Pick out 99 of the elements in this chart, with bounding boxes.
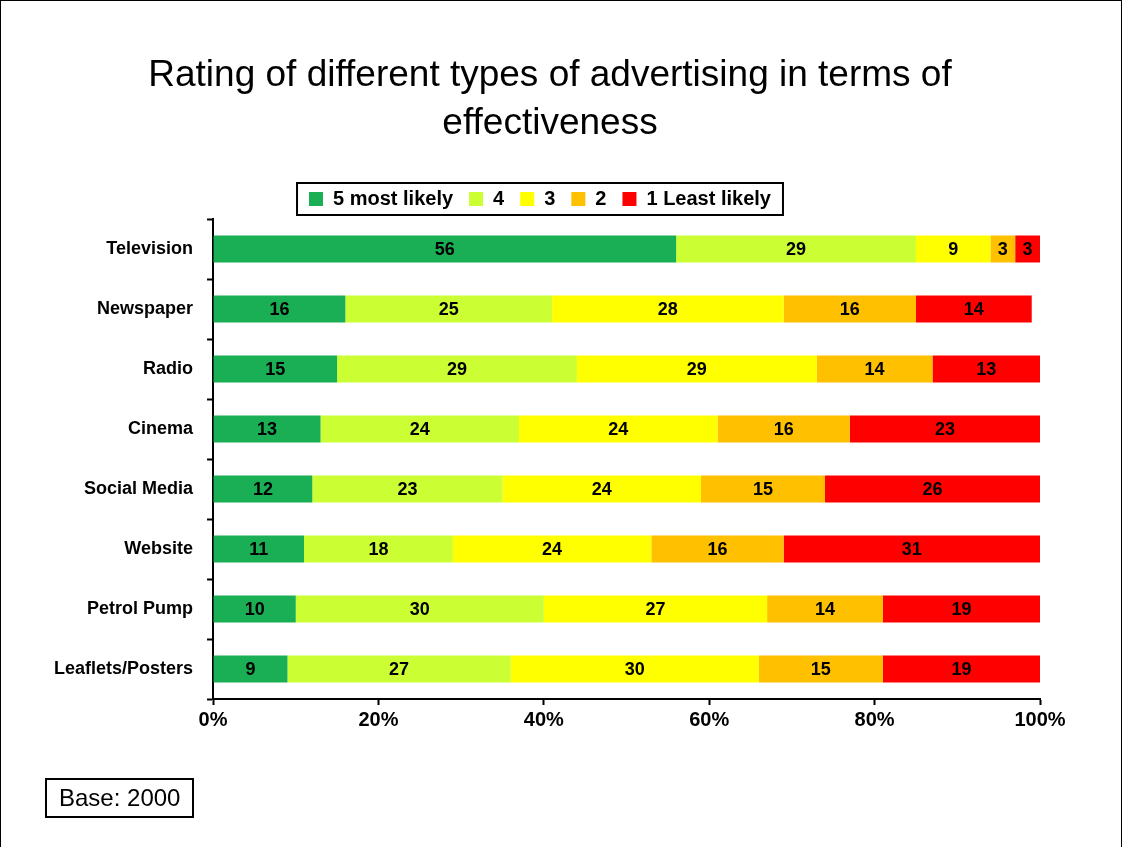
data-label: 24	[591, 478, 612, 499]
bar	[295, 595, 544, 623]
data-label: 15	[752, 478, 773, 499]
data-label: 15	[265, 358, 286, 379]
y-tick-label: Website	[124, 537, 194, 558]
data-label: 18	[368, 538, 389, 559]
data-label: 13	[976, 358, 997, 379]
y-tick-label: Leaflets/Posters	[54, 657, 194, 678]
data-label: 19	[951, 658, 972, 679]
x-tick-label: 60%	[689, 707, 730, 730]
bar	[932, 355, 1040, 383]
data-label: 12	[252, 478, 273, 499]
bar	[783, 535, 1040, 563]
data-label: 13	[257, 418, 278, 439]
data-label: 29	[686, 358, 707, 379]
bar	[452, 535, 652, 563]
bar	[651, 535, 784, 563]
bar	[337, 355, 577, 383]
data-label: 24	[542, 538, 563, 559]
data-label: 25	[438, 298, 459, 319]
bar	[717, 415, 850, 443]
bar	[758, 655, 883, 683]
bar	[213, 655, 288, 683]
data-label: 23	[934, 418, 955, 439]
data-label: 16	[839, 298, 860, 319]
y-tick-label: Radio	[143, 357, 194, 378]
y-tick-label: Social Media	[84, 477, 195, 498]
bar	[700, 475, 825, 503]
bar	[767, 595, 883, 623]
text: Base: 2000	[45, 778, 195, 818]
data-label: 14	[814, 598, 836, 619]
data-label: 3	[997, 238, 1008, 259]
data-label: 3	[1022, 238, 1033, 259]
legend-label: 2	[595, 186, 607, 209]
data-label: 30	[409, 598, 430, 619]
bar	[519, 415, 718, 443]
data-label: 9	[948, 238, 959, 259]
data-label: 56	[434, 238, 455, 259]
bar	[915, 295, 1032, 323]
bar	[676, 235, 916, 263]
bar	[304, 535, 453, 563]
bar	[213, 535, 305, 563]
data-label: 14	[963, 298, 984, 319]
x-tick-label: 20%	[358, 707, 399, 730]
data-label: 27	[645, 598, 666, 619]
chart-title: Rating of different types of advertising in terms of effectiveness	[147, 52, 953, 144]
data-label: 31	[901, 538, 922, 559]
bar	[816, 355, 933, 383]
bar	[783, 295, 916, 323]
bar	[915, 235, 991, 263]
data-label: 30	[624, 658, 645, 679]
data-label: 24	[409, 418, 430, 439]
y-tick-label: Television	[106, 237, 194, 258]
bar	[825, 475, 1040, 503]
legend-label: 1 Least likely	[646, 186, 772, 209]
bar	[213, 295, 346, 323]
data-label: 27	[389, 658, 410, 679]
data-label: 29	[786, 238, 807, 259]
x-tick-label: 80%	[854, 707, 895, 730]
y-tick-label: Newspaper	[97, 297, 194, 318]
y-tick-label: Petrol Pump	[87, 597, 194, 618]
data-label: 24	[608, 418, 629, 439]
bar	[576, 355, 817, 383]
bar	[543, 595, 768, 623]
data-label: 23	[397, 478, 418, 499]
x-tick-label: 0%	[198, 707, 228, 730]
bar	[882, 655, 1040, 683]
data-label: 15	[810, 658, 831, 679]
data-label: 19	[951, 598, 972, 619]
bar	[213, 475, 313, 503]
bar	[213, 595, 296, 623]
data-label: 16	[707, 538, 728, 559]
data-label: 14	[864, 358, 885, 379]
data-label: 11	[249, 538, 269, 559]
bar	[213, 235, 677, 263]
x-tick-label: 40%	[523, 707, 565, 730]
bar	[213, 415, 321, 443]
y-tick-label: Cinema	[128, 417, 195, 438]
data-label: 26	[922, 478, 943, 499]
bar	[320, 415, 520, 443]
legend-label: 5 most likely	[333, 186, 454, 209]
bar	[345, 295, 553, 323]
bar	[882, 595, 1040, 623]
x-tick-label: 100%	[1014, 707, 1066, 730]
data-label: 29	[446, 358, 468, 379]
legend-label: 3	[544, 186, 556, 209]
bar	[552, 295, 784, 323]
data-label: 28	[657, 298, 678, 319]
data-label: 16	[773, 418, 794, 439]
data-label: 10	[244, 598, 265, 619]
bar	[510, 655, 759, 683]
bar	[312, 475, 503, 503]
data-label: 9	[245, 658, 256, 679]
bar	[502, 475, 701, 503]
bar	[213, 355, 338, 383]
bar	[849, 415, 1040, 443]
bar	[287, 655, 511, 683]
legend-label: 4	[493, 186, 506, 209]
data-label: 16	[269, 298, 290, 319]
